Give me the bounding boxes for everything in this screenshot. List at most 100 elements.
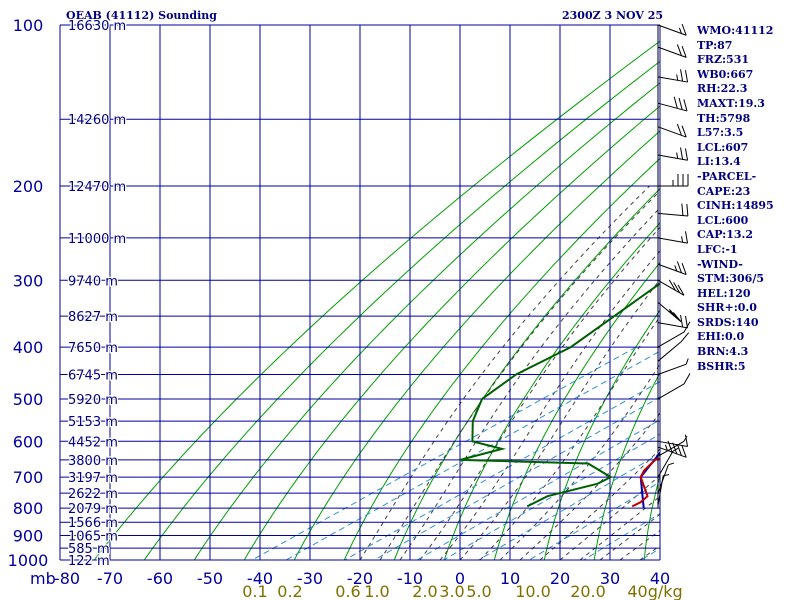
temperature-tick-label: 10 xyxy=(500,569,520,588)
wind-barb-half-flag xyxy=(672,447,679,452)
height-label: 1566 m xyxy=(68,516,118,531)
wind-barb-flag xyxy=(686,204,689,217)
mixing-ratio-label: 0.2 xyxy=(277,582,302,600)
wind-barb xyxy=(657,96,688,112)
wind-barb-flag xyxy=(676,261,682,273)
height-label: 4452 m xyxy=(68,435,118,450)
station-title: OEAB (41112) Sounding xyxy=(66,9,217,22)
mixing-ratio-label: 0.6 xyxy=(335,582,360,600)
height-label: 5153 m xyxy=(68,415,118,430)
sounding-index-item: CINH:14895 xyxy=(697,199,774,213)
temperature-tick-label: -50 xyxy=(197,569,223,588)
mixing-ratio-label: 1.0 xyxy=(364,582,389,600)
wind-barb xyxy=(657,44,687,58)
height-label: 3800 m xyxy=(68,454,118,469)
height-labels: 16630 m 14260 m 12470 m 11000 m 9740 m 8627 m… xyxy=(67,18,128,571)
wind-barbs xyxy=(657,23,691,509)
pressure-tick-label: 700 xyxy=(13,468,44,487)
height-label: 16630 m xyxy=(68,19,126,34)
dry-adiabats xyxy=(93,40,660,560)
mixing-ratio-line xyxy=(374,396,660,560)
wind-barb-half-flag xyxy=(683,435,688,442)
wind-barb-half-flag xyxy=(676,74,679,81)
wind-barb-flag xyxy=(681,263,687,275)
wind-barb-flag xyxy=(676,444,682,456)
moist-adiabat-line xyxy=(419,226,660,560)
wind-barb-half-flag xyxy=(678,27,682,34)
dewpoint-trace xyxy=(459,282,660,508)
wind-barb-flag xyxy=(676,44,682,56)
mixing-ratio-label: 5.0 xyxy=(466,582,491,600)
wind-barb-flag xyxy=(672,312,682,323)
pressure-tick-label: 200 xyxy=(13,177,44,196)
sounding-index-item: LI:13.4 xyxy=(697,155,741,169)
mixing-ratio-line xyxy=(641,547,660,560)
height-label: 12470 m xyxy=(68,180,126,195)
grid xyxy=(59,24,661,561)
sounding-index-item: TH:5798 xyxy=(697,111,751,125)
temperature-tick-label: 0 xyxy=(455,569,465,588)
wind-barb-flag xyxy=(680,69,684,82)
mixing-ratio-label: 10.0 xyxy=(515,582,551,600)
sounding-index-item: STM:306/5 xyxy=(697,272,764,286)
wind-barb xyxy=(657,373,691,400)
wind-barb-half-flag xyxy=(669,310,674,316)
sounding-index-item: LFC:-1 xyxy=(697,242,738,256)
moist-adiabat-line xyxy=(459,278,660,560)
height-label: 14260 m xyxy=(68,113,126,128)
sounding-index-item: HEL:120 xyxy=(697,286,751,300)
sounding-index-item: WMO:41112 xyxy=(697,24,774,37)
wind-barb-staff xyxy=(657,212,688,217)
wind-barb-staff xyxy=(657,464,669,494)
sounding-index-item: CAPE:23 xyxy=(697,184,751,198)
wind-barb xyxy=(657,203,689,217)
wind-barb-staff xyxy=(657,450,674,478)
temperature-tick-label: 40 xyxy=(650,569,670,588)
sounding-index-item: LCL:600 xyxy=(697,213,749,227)
wind-barb xyxy=(657,123,687,138)
wind-barb xyxy=(657,447,679,478)
wind-barb xyxy=(657,435,688,457)
wind-barb-staff xyxy=(657,475,664,506)
height-label: 122 m xyxy=(68,554,110,569)
wind-barb-staff xyxy=(657,46,687,58)
wind-barb xyxy=(657,302,682,323)
sounding-index-item: L57:3.5 xyxy=(697,126,744,140)
sounding-index-item: CAP:13.2 xyxy=(697,228,754,242)
pressure-tick-label: 100 xyxy=(13,16,44,35)
wind-barb-flag xyxy=(683,373,691,385)
mixing-ratio-line xyxy=(416,419,660,560)
pressure-tick-label: 600 xyxy=(13,432,44,451)
wind-barb xyxy=(657,358,689,375)
wind-barb-staff xyxy=(657,24,687,36)
height-label: 585 m xyxy=(68,542,110,557)
sounding-index-item: BRN:4.3 xyxy=(697,345,749,359)
moist-adiabat-line xyxy=(519,412,660,560)
temperature-tick-label: 20 xyxy=(550,569,570,588)
wind-barb xyxy=(657,332,690,362)
height-label: 3197 m xyxy=(68,471,118,486)
wind-barb-flag xyxy=(680,147,684,160)
observation-time: 2300Z 3 NOV 25 xyxy=(562,9,664,22)
dry-adiabat-line xyxy=(143,60,660,560)
temperature-trace xyxy=(631,457,660,508)
sounding-index-item: -WIND- xyxy=(697,257,743,271)
wind-barb xyxy=(657,261,687,275)
wind-barb-half-flag xyxy=(674,265,678,272)
dry-adiabat-line xyxy=(93,40,660,560)
wind-barb-flag xyxy=(684,70,689,83)
wind-barb-staff xyxy=(657,102,688,112)
wind-barb-flag xyxy=(673,96,678,109)
pressure-tick-label: 300 xyxy=(13,271,44,290)
wind-barb xyxy=(657,321,691,348)
height-label: 9740 m xyxy=(68,274,118,289)
wind-barb-flag xyxy=(683,99,688,112)
height-label: 11000 m xyxy=(68,232,126,247)
wind-barb xyxy=(657,231,689,244)
wind-barb-staff xyxy=(657,126,687,138)
wind-barb-staff xyxy=(657,440,685,457)
mixing-ratio-line xyxy=(344,380,660,560)
mixing-ratio-label: 3.0 xyxy=(439,582,464,600)
sounding-index-item: EHI:0.0 xyxy=(697,330,745,344)
